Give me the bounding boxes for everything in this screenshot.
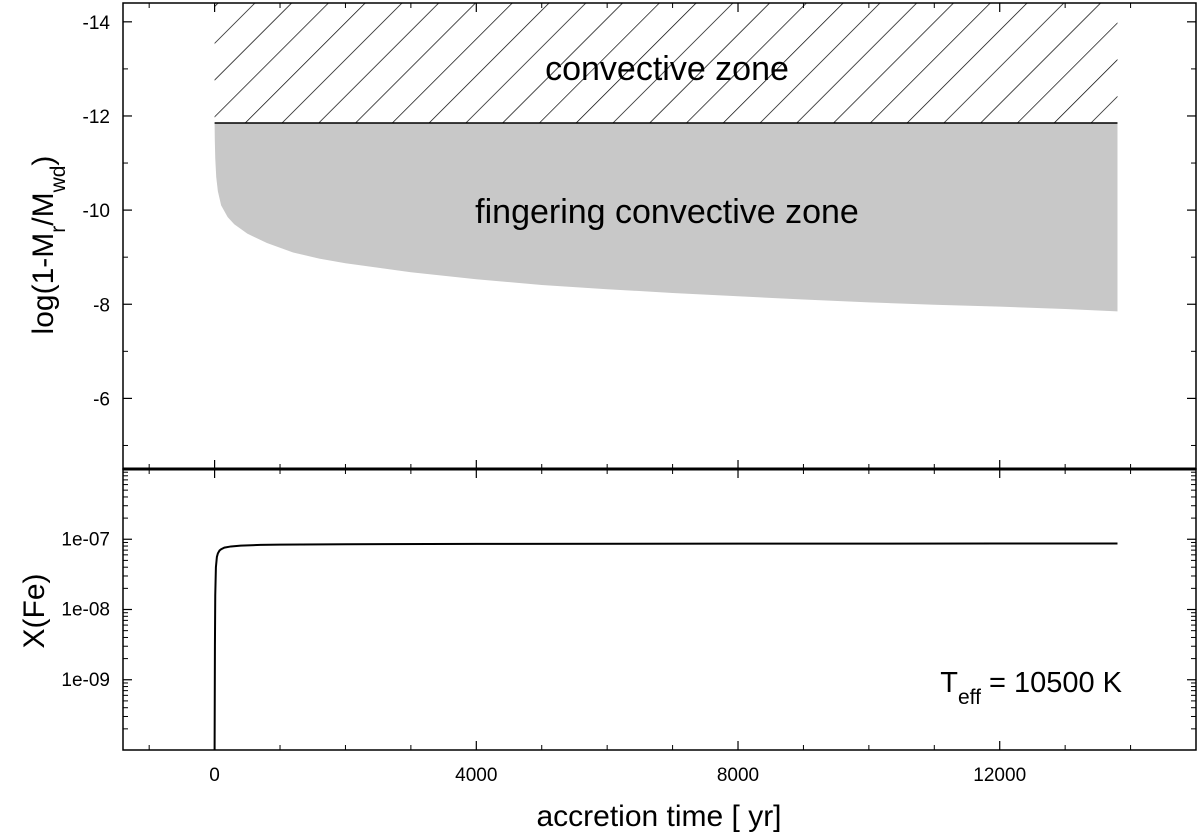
bottom-y-tick-label: 1e-09 [61,670,110,691]
top-y-tick-label: -10 [83,201,110,222]
bottom-y-axis-label: X(Fe) [18,574,51,649]
bottom-y-tick-label: 1e-08 [61,600,110,621]
x-tick-label: 12000 [973,765,1026,786]
top-y-tick-label: -12 [83,107,110,128]
top-panel: -14 -12 -10 -8 -6 convective zone fingering … [27,3,1197,469]
fe-abundance-line [213,542,1118,750]
bottom-panel-frame [122,468,1197,751]
top-y-tick-label: -8 [93,295,110,316]
top-y-tick-label: -14 [83,13,111,34]
top-y-tick-label: -6 [93,389,110,410]
fingering-convective-zone-region [214,123,1118,312]
fingering-zone-label: fingering convective zone [475,193,859,231]
bottom-y-tick-label: 1e-07 [61,529,110,550]
top-y-axis-label: log(1-Mr/Mwd) [27,156,70,335]
top-y-ticks: -14 -12 -10 -8 -6 [83,13,1196,446]
x-tick-label: 4000 [455,765,497,786]
x-axis-label: accretion time [ yr] [536,800,781,833]
bottom-panel: 1e-07 1e-08 1e-09 0 4000 8000 12000 X(Fe) acc… [18,469,1197,833]
x-tick-label: 0 [209,765,220,786]
x-tick-label: 8000 [717,765,759,786]
convective-zone-label: convective zone [545,50,789,88]
convective-zone-region [214,3,1118,124]
bottom-y-ticks: 1e-07 1e-08 1e-09 [61,471,1196,730]
teff-annotation: Teff = 10500 K [940,667,1122,709]
bottom-x-ticks: 0 4000 8000 12000 [148,469,1197,786]
